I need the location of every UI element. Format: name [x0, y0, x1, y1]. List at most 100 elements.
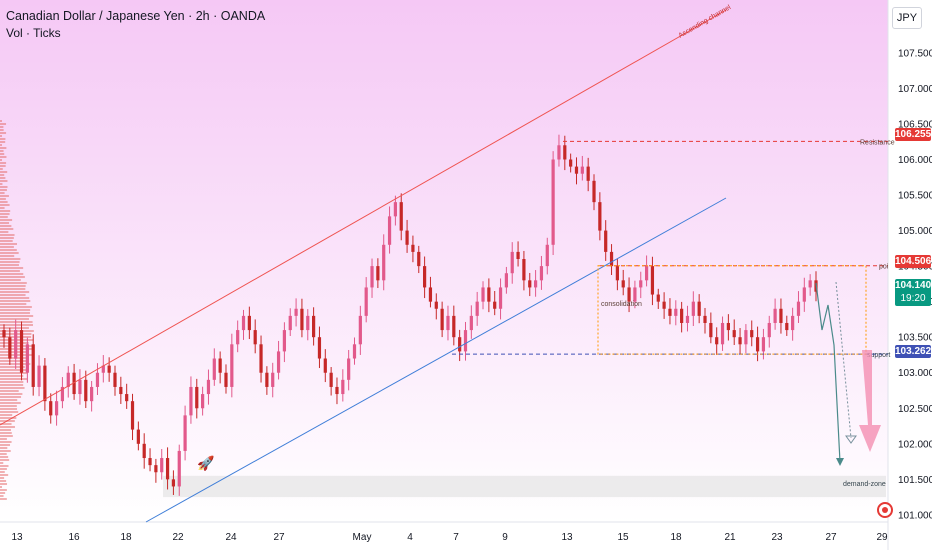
- candle-body: [224, 372, 228, 387]
- candle-body: [428, 287, 433, 302]
- volume-profile-bar: [0, 369, 29, 371]
- resistance-price-tag: 106.255: [895, 128, 932, 141]
- volume-profile-bar: [0, 231, 9, 233]
- volume-profile-bar: [0, 201, 8, 203]
- candle-body: [218, 358, 222, 373]
- volume-profile-bar: [0, 447, 8, 449]
- candle-body: [329, 372, 333, 387]
- candle-body: [528, 280, 532, 288]
- volume-profile-bar: [0, 246, 14, 248]
- candle-body: [265, 372, 269, 387]
- demand-zone: [163, 475, 886, 498]
- volume-profile-bar: [0, 309, 31, 311]
- candle-body: [434, 301, 438, 309]
- volume-profile-bar: [0, 306, 32, 308]
- volume-profile-bar: [0, 378, 28, 380]
- candle-body: [230, 344, 234, 387]
- candle-body: [779, 308, 783, 323]
- candle-body: [791, 315, 795, 331]
- volume-profile-bar: [0, 417, 17, 419]
- volume-profile-bar: [0, 219, 13, 221]
- volume-profile-bar: [0, 273, 24, 275]
- volume-profile-bar: [0, 327, 29, 329]
- candle-body: [90, 386, 94, 402]
- volume-profile-bar: [0, 465, 9, 467]
- candle-body: [335, 386, 339, 395]
- candle-body: [493, 301, 497, 309]
- volume-profile-bar: [0, 189, 7, 191]
- volume-profile-bar: [0, 132, 7, 134]
- time-tick-label: 27: [825, 532, 837, 543]
- volume-profile-bar: [0, 138, 6, 140]
- candle-body: [148, 458, 152, 466]
- candle-body: [306, 315, 310, 331]
- volume-profile-bar: [0, 192, 5, 194]
- candle-body: [142, 443, 146, 459]
- bar-countdown: 19:20: [900, 293, 926, 304]
- candle-body: [656, 294, 660, 302]
- price-tick-label: 106.500: [898, 119, 932, 130]
- candle-body: [767, 322, 771, 338]
- candle-body: [498, 287, 503, 309]
- candle-body: [569, 159, 573, 167]
- volume-profile-bar: [0, 405, 17, 407]
- candle-body: [405, 230, 409, 245]
- candle-body: [206, 379, 211, 395]
- candle-body: [574, 166, 579, 174]
- volume-profile-bar: [0, 297, 30, 299]
- volume-profile-bar: [0, 282, 27, 284]
- volume-profile-bar: [0, 141, 6, 143]
- candle-body: [481, 287, 485, 302]
- candle-body: [160, 458, 164, 473]
- candle-body: [580, 166, 584, 174]
- candle-body: [598, 202, 602, 231]
- currency-button[interactable]: JPY: [892, 7, 922, 29]
- volume-profile-bar: [0, 474, 9, 476]
- candle-body: [247, 315, 251, 331]
- volume-profile-bar: [0, 285, 26, 287]
- volume-profile-bar: [0, 162, 7, 164]
- candle-body: [563, 145, 567, 160]
- volume-profile-bar: [0, 228, 14, 230]
- candle-body: [2, 330, 6, 338]
- volume-profile: [0, 120, 34, 500]
- candle-body: [189, 386, 193, 416]
- current-price: 104.140: [895, 280, 932, 291]
- candle-body: [370, 266, 374, 288]
- candle-body: [475, 301, 479, 316]
- candle-body: [84, 379, 88, 402]
- candle-body: [697, 301, 701, 316]
- volume-profile-bar: [0, 384, 24, 386]
- volume-profile-bar: [0, 303, 27, 305]
- volume-profile-bar: [0, 459, 10, 461]
- candle-body: [458, 337, 462, 352]
- volume-profile-bar: [0, 372, 28, 374]
- chart-title: Canadian Dollar / Japanese Yen · 2h · OA…: [6, 9, 266, 23]
- volume-profile-bar: [0, 156, 7, 158]
- time-tick-label: 23: [771, 532, 783, 543]
- candle-body: [212, 358, 216, 380]
- volume-profile-bar: [0, 324, 33, 326]
- price-tick-label: 101.000: [898, 510, 932, 521]
- time-tick-label: 15: [617, 532, 629, 543]
- candle-body: [510, 251, 514, 274]
- consolidation-label: consolidation: [601, 301, 642, 308]
- volume-profile-bar: [0, 288, 26, 290]
- chart-background: [0, 0, 888, 522]
- volume-profile-bar: [0, 198, 6, 200]
- volume-profile-bar: [0, 186, 8, 188]
- volume-profile-bar: [0, 402, 21, 404]
- candle-body: [533, 280, 538, 288]
- goto-realtime-target-icon[interactable]: [877, 502, 893, 518]
- candle-body: [78, 379, 82, 395]
- volume-profile-bar: [0, 390, 19, 392]
- volume-indicator-label: Vol · Ticks: [6, 26, 61, 40]
- time-axis: 13 16 18 22 24 27 May 4 7 9 13 15 18 21 23 27 29: [11, 532, 888, 543]
- projected-path-arrowhead: [836, 458, 844, 466]
- candle-body: [504, 273, 508, 288]
- time-tick-label: 21: [724, 532, 736, 543]
- candle-body: [113, 372, 117, 387]
- volume-profile-bar: [0, 174, 5, 176]
- time-tick-label: 4: [407, 532, 413, 543]
